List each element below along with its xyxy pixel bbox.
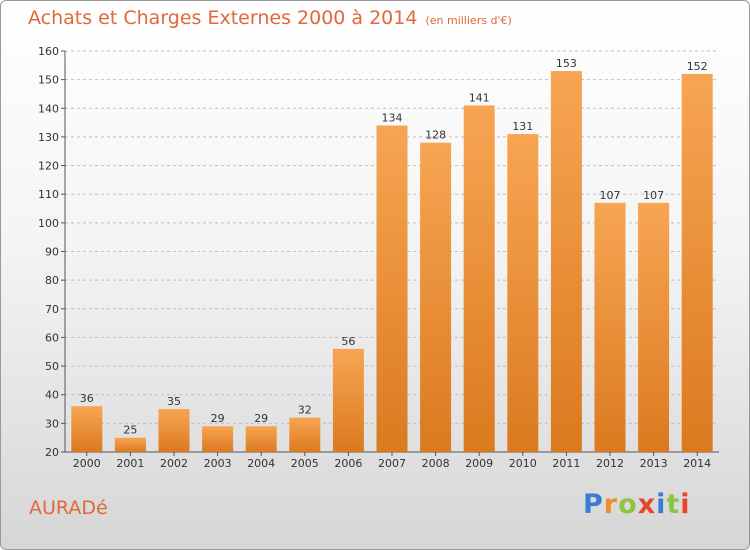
x-tick-label-2006: 2006 — [334, 457, 362, 470]
bar-2004 — [245, 426, 277, 452]
bar-2006 — [332, 348, 364, 452]
bar-2009 — [463, 105, 495, 453]
logo-letter: P — [583, 489, 604, 520]
logo-letter: r — [603, 489, 619, 520]
axes: 20 30 40 50 60 70 80 90 100 110 120 130 140 150 160 200… — [38, 45, 719, 470]
y-tick-label: 150 — [38, 74, 59, 87]
chart-title-text: Achats et Charges Externes 2000 à 2014 — [28, 7, 418, 29]
bar-2014 — [681, 73, 713, 453]
value-label-2009: 141 — [469, 91, 490, 104]
y-tick-label: 30 — [45, 417, 59, 430]
bars — [71, 71, 713, 453]
y-tick-label: 160 — [38, 45, 59, 58]
value-label-2007: 134 — [382, 111, 403, 124]
x-tick-label-2002: 2002 — [160, 457, 188, 470]
value-label-2002: 35 — [167, 395, 181, 408]
value-label-2003: 29 — [211, 412, 225, 425]
bar-2001 — [114, 437, 146, 452]
x-tick-label-2004: 2004 — [247, 457, 275, 470]
chart-unit: (en milliers d'€) — [425, 14, 512, 27]
x-tick-label-2011: 2011 — [552, 457, 580, 470]
bar-2005 — [289, 417, 321, 452]
value-label-2004: 29 — [254, 412, 268, 425]
x-tick-label-2014: 2014 — [683, 457, 711, 470]
y-tick-label: 50 — [45, 360, 59, 373]
y-tick-label: 80 — [45, 274, 59, 287]
value-label-2012: 107 — [600, 189, 621, 202]
y-tick-label: 60 — [45, 331, 59, 344]
value-label-2014: 152 — [687, 60, 708, 73]
y-tick-label: 130 — [38, 131, 59, 144]
y-tick-label: 20 — [45, 446, 59, 459]
proxiti-logo[interactable]: Proxiti — [583, 489, 691, 520]
logo-letter: i — [680, 489, 691, 520]
x-tick-label-2001: 2001 — [116, 457, 144, 470]
x-tick-label-2005: 2005 — [291, 457, 319, 470]
logo-letter: t — [666, 489, 681, 520]
x-tick-label-2010: 2010 — [509, 457, 537, 470]
value-label-2008: 128 — [425, 129, 446, 142]
bar-2007 — [376, 125, 408, 452]
logo-letter: x — [637, 489, 657, 520]
labels: 36 25 35 29 29 32 56 134 128 141 131 153 107 107 152 — [80, 57, 708, 437]
bar-2002 — [158, 409, 190, 452]
y-tick-label: 70 — [45, 303, 59, 316]
y-tick-label: 100 — [38, 217, 59, 230]
y-tick-label: 140 — [38, 102, 59, 115]
bar-2003 — [202, 426, 234, 452]
bar-2011 — [550, 71, 582, 453]
x-tick-label-2003: 2003 — [204, 457, 232, 470]
bar-2012 — [594, 202, 626, 452]
x-tick-label-2000: 2000 — [73, 457, 101, 470]
town-name: AURADé — [29, 497, 108, 519]
x-tick-label-2009: 2009 — [465, 457, 493, 470]
y-tick-label: 90 — [45, 246, 59, 259]
y-tick-label: 110 — [38, 188, 59, 201]
value-label-2005: 32 — [298, 404, 312, 417]
chart-title: Achats et Charges Externes 2000 à 2014 (e… — [28, 7, 512, 29]
logo-letter: o — [618, 489, 638, 520]
x-tick-label-2008: 2008 — [422, 457, 450, 470]
value-label-2001: 25 — [123, 424, 137, 437]
bar-2000 — [71, 406, 103, 452]
x-tick-label-2013: 2013 — [640, 457, 668, 470]
value-label-2006: 56 — [341, 335, 355, 348]
bar-2010 — [507, 134, 539, 453]
value-label-2013: 107 — [643, 189, 664, 202]
value-label-2010: 131 — [512, 120, 533, 133]
value-label-2011: 153 — [556, 57, 577, 70]
x-tick-label-2012: 2012 — [596, 457, 624, 470]
bar-2008 — [420, 142, 452, 452]
logo-letter: i — [656, 489, 667, 520]
bar-2013 — [638, 202, 670, 452]
value-label-2000: 36 — [80, 392, 94, 405]
y-tick-label: 120 — [38, 160, 59, 173]
y-tick-label: 40 — [45, 389, 59, 402]
x-tick-label-2007: 2007 — [378, 457, 406, 470]
